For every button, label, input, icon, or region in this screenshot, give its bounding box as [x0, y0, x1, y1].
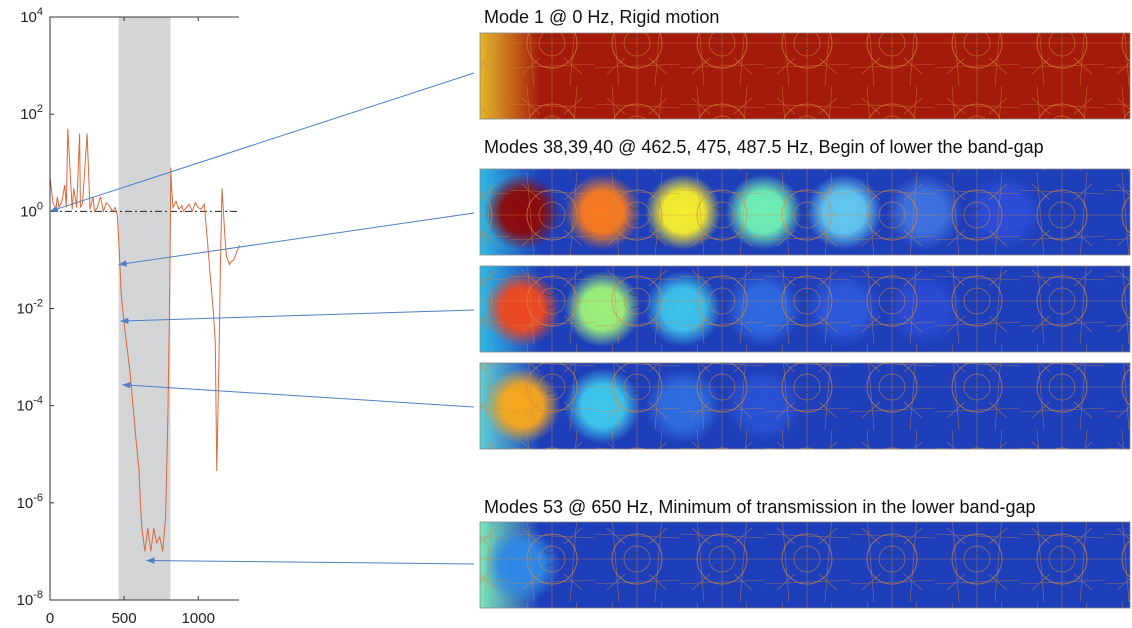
mode-shape-panel — [479, 265, 1131, 353]
y-tick-label: 104 — [20, 6, 43, 26]
arrow-head — [120, 317, 129, 325]
y-axis-ticks: 10-8 10-6 10-4 10-2 100 102 104 — [17, 6, 54, 609]
arrow-head — [50, 205, 59, 212]
annotation-arrow — [49, 72, 475, 212]
annotation-arrow — [146, 560, 475, 565]
y-tick-label: 10-8 — [17, 589, 43, 609]
annotation-arrow — [122, 384, 475, 408]
panel-title-mode-1: Mode 1 @ 0 Hz, Rigid motion — [484, 7, 720, 27]
panel-border — [479, 521, 1131, 609]
panel-border — [479, 168, 1131, 256]
y-tick-label: 10-2 — [17, 298, 43, 318]
annotation-arrow — [120, 309, 475, 322]
panel-title-modes-38-40: Modes 38,39,40 @ 462.5, 475, 487.5 Hz, B… — [484, 137, 1044, 157]
mode-shape-panel — [479, 32, 1131, 120]
x-tick-label: 500 — [112, 610, 137, 627]
annotation-arrow — [118, 212, 475, 266]
y-tick-label: 10-4 — [17, 395, 43, 415]
arrow-head — [118, 260, 127, 267]
x-tick-label: 1000 — [182, 610, 215, 627]
finite-element-mesh — [480, 169, 1130, 255]
band-gap-region — [118, 17, 171, 600]
mode-shape-panel — [479, 168, 1131, 256]
x-axis-ticks: 0 500 1000 — [46, 17, 215, 627]
transmission-chart: 0 500 1000 10-8 10-6 10-4 10-2 100 102 104 — [17, 6, 241, 627]
panel-border — [479, 362, 1131, 450]
arrow-head — [122, 382, 131, 389]
finite-element-mesh — [480, 363, 1130, 449]
mode-shape-panel — [479, 521, 1131, 609]
panel-title-mode-53: Modes 53 @ 650 Hz, Minimum of transmissi… — [484, 497, 1036, 517]
finite-element-mesh — [480, 266, 1130, 352]
mode-shape-panel — [479, 362, 1131, 450]
y-tick-label: 10-6 — [17, 492, 43, 512]
panel-border — [479, 265, 1131, 353]
y-tick-label: 100 — [20, 200, 43, 220]
annotation-arrows — [49, 72, 475, 565]
mode-shape-panels — [479, 32, 1131, 609]
finite-element-mesh — [480, 522, 1130, 608]
y-tick-label: 102 — [20, 103, 43, 123]
x-tick-label: 0 — [46, 610, 54, 627]
transmission-curve — [49, 128, 241, 552]
panel-border — [479, 32, 1131, 120]
finite-element-mesh — [480, 33, 1130, 119]
arrow-head — [146, 557, 155, 564]
